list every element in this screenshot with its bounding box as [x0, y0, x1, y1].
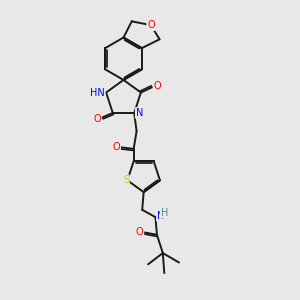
Text: HN: HN [90, 88, 105, 98]
Text: O: O [136, 227, 143, 238]
Text: H: H [160, 208, 168, 218]
Text: S: S [123, 175, 129, 185]
Text: N: N [157, 211, 164, 221]
Text: O: O [147, 20, 155, 30]
Text: O: O [93, 114, 101, 124]
Text: O: O [112, 142, 120, 152]
Text: N: N [136, 108, 143, 118]
Text: O: O [154, 81, 161, 91]
